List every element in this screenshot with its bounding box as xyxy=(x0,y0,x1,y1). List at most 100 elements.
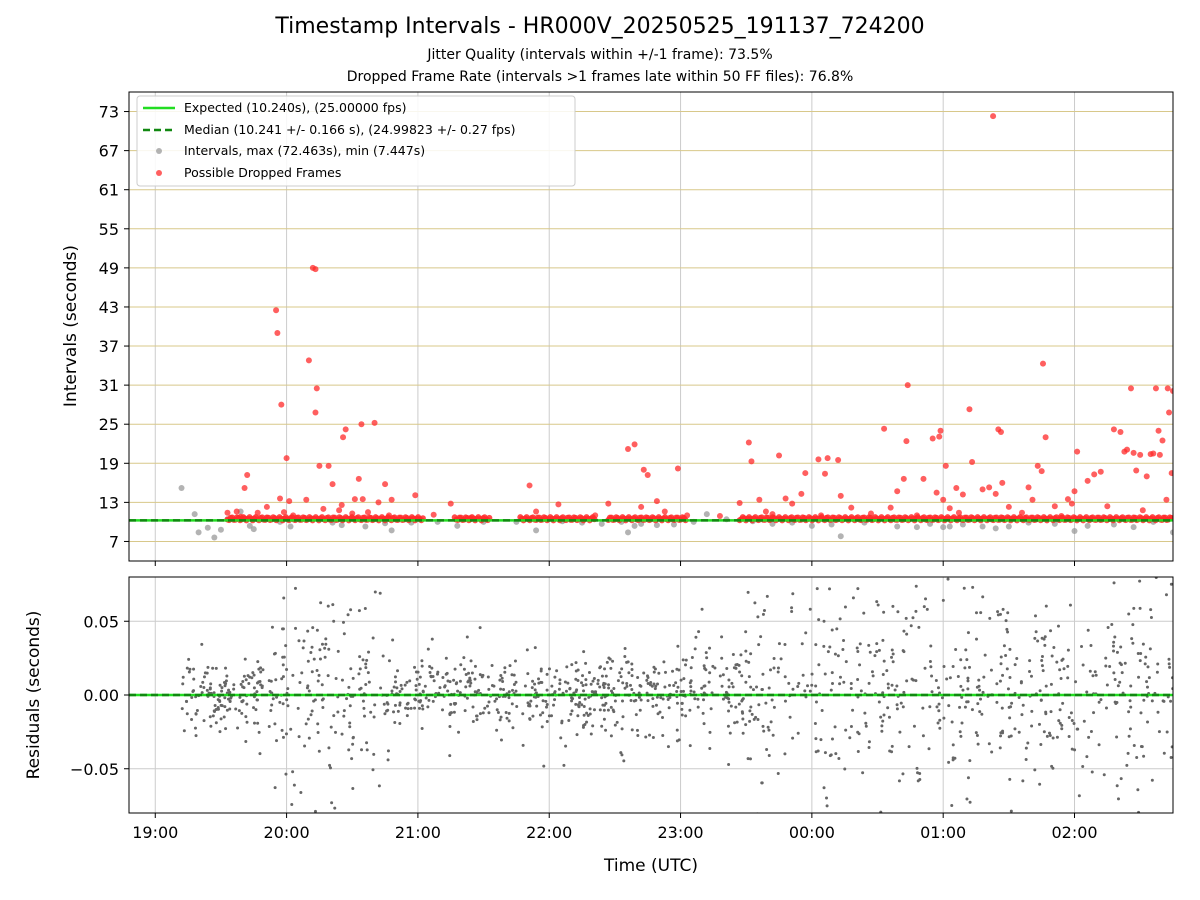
residual-point xyxy=(735,720,739,724)
residual-point xyxy=(495,708,499,712)
residual-point xyxy=(623,686,627,690)
residual-point xyxy=(1021,779,1025,783)
interval-point xyxy=(1130,524,1137,531)
residual-point xyxy=(813,721,817,725)
residual-point xyxy=(935,705,939,709)
residual-point xyxy=(550,714,554,718)
residual-point xyxy=(1092,711,1096,715)
residual-point xyxy=(525,648,529,652)
dropped-frame-point xyxy=(953,485,960,492)
residual-point xyxy=(499,687,503,691)
residual-point xyxy=(803,689,807,693)
residual-point xyxy=(213,709,217,713)
residual-point xyxy=(1150,699,1154,703)
residual-point xyxy=(1089,730,1093,734)
residual-point xyxy=(822,644,826,648)
residual-point xyxy=(814,684,818,688)
residual-point xyxy=(304,722,308,726)
residual-point xyxy=(703,684,707,688)
residual-point xyxy=(654,703,658,707)
residual-point xyxy=(1111,644,1115,648)
residual-point xyxy=(443,684,447,688)
residual-point xyxy=(791,592,795,596)
residual-point xyxy=(315,628,319,632)
legend-intervals-swatch xyxy=(156,148,162,154)
residual-point xyxy=(271,697,275,701)
dropped-frame-point xyxy=(365,509,372,516)
dropped-frame-point xyxy=(1152,385,1159,392)
residual-point xyxy=(1024,746,1028,750)
residual-point xyxy=(937,702,941,706)
residual-point xyxy=(452,701,456,705)
residual-point xyxy=(819,738,823,742)
dropped-frame-point xyxy=(997,429,1004,436)
residual-point xyxy=(1039,742,1043,746)
residual-point xyxy=(278,700,282,704)
residual-point xyxy=(662,660,666,664)
residual-point xyxy=(646,674,650,678)
residual-point xyxy=(292,783,296,787)
residual-point xyxy=(663,670,667,674)
residual-point xyxy=(837,756,841,760)
residual-point xyxy=(1049,629,1053,633)
residual-point xyxy=(1138,606,1142,610)
residual-point xyxy=(843,605,847,609)
residual-point xyxy=(583,697,587,701)
residual-point xyxy=(1137,566,1140,569)
residual-point xyxy=(954,648,958,652)
dropped-frame-point xyxy=(1166,409,1173,416)
residual-point xyxy=(625,684,629,688)
residual-point xyxy=(495,728,499,732)
residual-point xyxy=(870,670,874,674)
residual-point xyxy=(448,754,452,758)
residual-point xyxy=(187,670,191,674)
residual-point xyxy=(316,722,320,726)
residual-point xyxy=(501,679,505,683)
residual-point xyxy=(902,690,906,694)
residual-point xyxy=(820,709,824,713)
residual-point xyxy=(202,675,206,679)
residual-point xyxy=(563,680,567,684)
intervals-y-tick-label: 25 xyxy=(99,415,119,434)
residual-point xyxy=(1040,664,1044,668)
residual-point xyxy=(675,739,679,743)
residual-point xyxy=(327,647,331,651)
residual-point xyxy=(502,688,506,692)
residual-point xyxy=(456,689,460,693)
residual-point xyxy=(1130,637,1134,641)
interval-point xyxy=(1170,529,1173,536)
residual-point xyxy=(636,675,640,679)
residual-point xyxy=(498,718,502,722)
residual-point xyxy=(1127,612,1131,616)
residual-point xyxy=(245,720,249,724)
residual-point xyxy=(577,704,581,708)
residual-point xyxy=(280,728,284,732)
residual-point xyxy=(333,806,337,810)
residual-point xyxy=(893,688,897,692)
residual-point xyxy=(674,681,678,685)
residual-point xyxy=(942,664,946,668)
residual-point xyxy=(808,689,812,693)
residual-point xyxy=(710,691,714,695)
residual-point xyxy=(718,674,722,678)
residual-point xyxy=(914,609,918,613)
residual-point xyxy=(828,645,832,649)
residual-point xyxy=(648,733,652,737)
residual-point xyxy=(270,703,274,707)
intervals-y-tick-label: 19 xyxy=(99,454,119,473)
residual-point xyxy=(977,678,981,682)
residual-point xyxy=(618,671,622,675)
residual-point xyxy=(326,674,330,678)
dropped-frame-point xyxy=(1005,503,1012,510)
residual-point xyxy=(538,713,542,717)
residual-point xyxy=(941,598,945,602)
residual-point xyxy=(867,746,871,750)
residual-point xyxy=(251,671,255,675)
residual-point xyxy=(961,688,965,692)
residual-point xyxy=(261,668,265,672)
residual-point xyxy=(727,709,731,713)
residual-point xyxy=(396,669,400,673)
dropped-frame-point xyxy=(244,472,251,479)
residual-point xyxy=(365,741,369,745)
residual-point xyxy=(953,756,957,760)
